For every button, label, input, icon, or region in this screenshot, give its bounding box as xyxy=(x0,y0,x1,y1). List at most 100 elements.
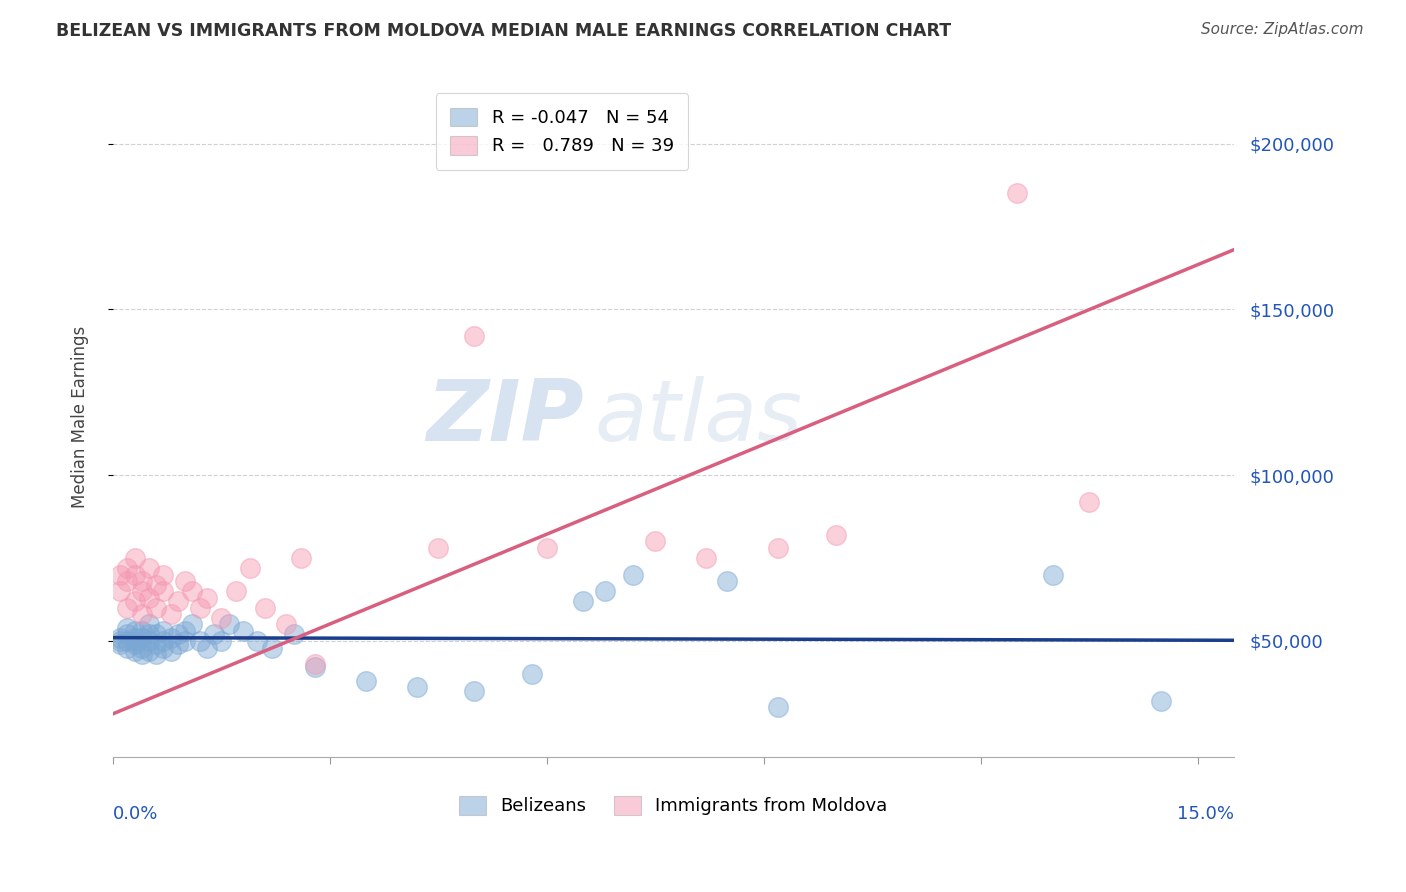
Point xyxy=(572,594,595,608)
Point xyxy=(145,600,167,615)
Point xyxy=(1078,494,1101,508)
Point xyxy=(108,631,131,645)
Point xyxy=(174,634,197,648)
Point xyxy=(117,561,139,575)
Point xyxy=(202,627,225,641)
Point xyxy=(124,624,146,638)
Point xyxy=(159,607,181,622)
Point xyxy=(138,644,160,658)
Point xyxy=(145,647,167,661)
Text: ZIP: ZIP xyxy=(426,376,583,458)
Point xyxy=(181,617,204,632)
Point xyxy=(131,574,153,589)
Point xyxy=(108,634,131,648)
Point xyxy=(131,631,153,645)
Point xyxy=(716,574,738,589)
Point xyxy=(152,567,174,582)
Point xyxy=(152,634,174,648)
Point xyxy=(131,584,153,599)
Point xyxy=(253,600,276,615)
Point xyxy=(138,634,160,648)
Text: 15.0%: 15.0% xyxy=(1177,805,1233,822)
Point xyxy=(117,621,139,635)
Point xyxy=(131,647,153,661)
Point xyxy=(131,624,153,638)
Text: BELIZEAN VS IMMIGRANTS FROM MOLDOVA MEDIAN MALE EARNINGS CORRELATION CHART: BELIZEAN VS IMMIGRANTS FROM MOLDOVA MEDI… xyxy=(56,22,952,40)
Point xyxy=(117,627,139,641)
Point xyxy=(167,594,190,608)
Point xyxy=(181,584,204,599)
Point xyxy=(167,627,190,641)
Point xyxy=(695,551,717,566)
Point xyxy=(138,617,160,632)
Point xyxy=(108,637,131,651)
Point xyxy=(304,657,326,672)
Text: atlas: atlas xyxy=(595,376,803,458)
Point xyxy=(463,329,485,343)
Point xyxy=(124,644,146,658)
Point xyxy=(232,624,254,638)
Point xyxy=(536,541,558,555)
Point xyxy=(145,627,167,641)
Point xyxy=(304,660,326,674)
Point xyxy=(174,574,197,589)
Point xyxy=(290,551,312,566)
Point xyxy=(138,591,160,605)
Text: 0.0%: 0.0% xyxy=(112,805,159,822)
Point xyxy=(276,617,298,632)
Point xyxy=(260,640,283,655)
Point xyxy=(766,700,789,714)
Point xyxy=(188,600,211,615)
Point xyxy=(209,611,232,625)
Point xyxy=(218,617,240,632)
Point xyxy=(1005,186,1028,201)
Point xyxy=(766,541,789,555)
Point xyxy=(131,607,153,622)
Legend: Belizeans, Immigrants from Moldova: Belizeans, Immigrants from Moldova xyxy=(451,789,894,822)
Point xyxy=(354,673,377,688)
Point xyxy=(108,584,131,599)
Point xyxy=(209,634,232,648)
Point xyxy=(152,624,174,638)
Point xyxy=(825,528,848,542)
Point xyxy=(138,561,160,575)
Point xyxy=(124,634,146,648)
Point xyxy=(623,567,645,582)
Point xyxy=(159,631,181,645)
Point xyxy=(1150,693,1173,707)
Point xyxy=(246,634,269,648)
Point xyxy=(117,634,139,648)
Point xyxy=(522,667,544,681)
Point xyxy=(1042,567,1064,582)
Point xyxy=(239,561,262,575)
Point xyxy=(644,534,666,549)
Point xyxy=(124,594,146,608)
Point xyxy=(593,584,616,599)
Point xyxy=(124,631,146,645)
Point xyxy=(225,584,247,599)
Y-axis label: Median Male Earnings: Median Male Earnings xyxy=(72,326,89,508)
Point xyxy=(117,600,139,615)
Point xyxy=(124,551,146,566)
Point xyxy=(152,640,174,655)
Point xyxy=(159,644,181,658)
Point xyxy=(117,574,139,589)
Point xyxy=(427,541,450,555)
Point xyxy=(188,634,211,648)
Point xyxy=(167,637,190,651)
Point xyxy=(152,584,174,599)
Point xyxy=(108,567,131,582)
Point xyxy=(463,683,485,698)
Text: Source: ZipAtlas.com: Source: ZipAtlas.com xyxy=(1201,22,1364,37)
Point xyxy=(283,627,305,641)
Point xyxy=(131,640,153,655)
Point xyxy=(195,640,218,655)
Point xyxy=(117,640,139,655)
Point xyxy=(145,577,167,591)
Point xyxy=(145,637,167,651)
Point xyxy=(138,627,160,641)
Point xyxy=(405,681,427,695)
Point xyxy=(174,624,197,638)
Point xyxy=(195,591,218,605)
Point xyxy=(124,637,146,651)
